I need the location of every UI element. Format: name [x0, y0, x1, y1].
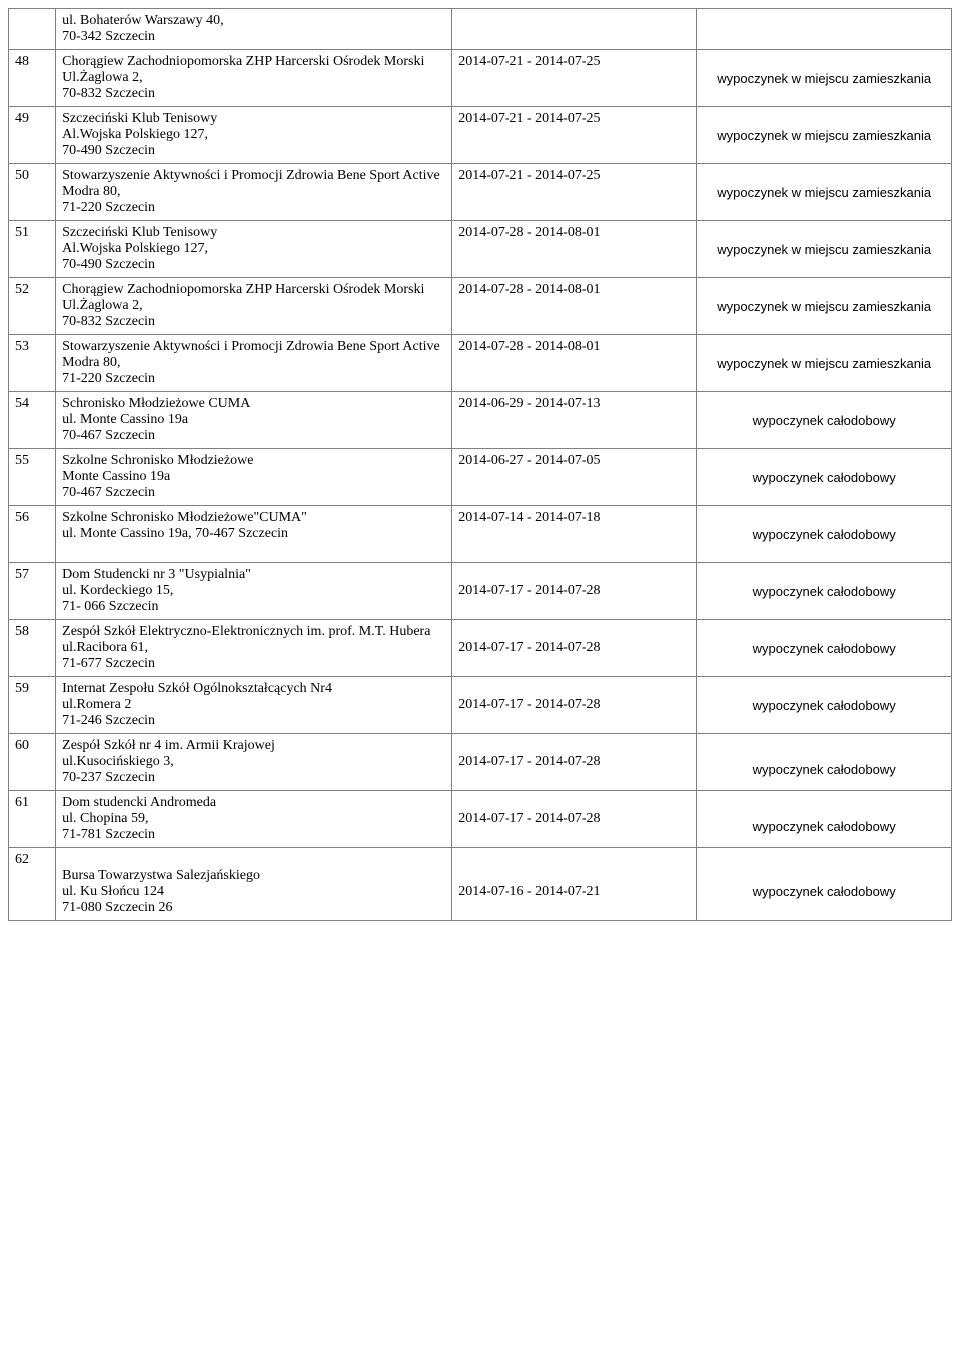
row-number: 54 — [9, 392, 56, 449]
recreation-type-cell: wypoczynek całodobowy — [697, 506, 952, 563]
row-number: 49 — [9, 107, 56, 164]
organization-cell: Szczeciński Klub Tenisowy Al.Wojska Pols… — [56, 107, 452, 164]
row-number: 62 — [9, 848, 56, 921]
row-number — [9, 9, 56, 50]
table-row: 57Dom Studencki nr 3 "Usypialnia" ul. Ko… — [9, 563, 952, 620]
recreation-type-cell: wypoczynek całodobowy — [697, 620, 952, 677]
table-row: ul. Bohaterów Warszawy 40, 70-342 Szczec… — [9, 9, 952, 50]
date-range-cell: 2014-07-16 - 2014-07-21 — [452, 848, 697, 921]
organization-cell: Chorągiew Zachodniopomorska ZHP Harcersk… — [56, 50, 452, 107]
table-row: 51Szczeciński Klub Tenisowy Al.Wojska Po… — [9, 221, 952, 278]
table-row: 60Zespół Szkół nr 4 im. Armii Krajowej u… — [9, 734, 952, 791]
row-number: 52 — [9, 278, 56, 335]
table-row: 56Szkolne Schronisko Młodzieżowe"CUMA" u… — [9, 506, 952, 563]
organization-cell: Zespół Szkół Elektryczno-Elektronicznych… — [56, 620, 452, 677]
date-range-cell: 2014-06-27 - 2014-07-05 — [452, 449, 697, 506]
date-range-cell: 2014-07-28 - 2014-08-01 — [452, 278, 697, 335]
date-range-cell — [452, 9, 697, 50]
row-number: 50 — [9, 164, 56, 221]
recreation-type-cell: wypoczynek całodobowy — [697, 734, 952, 791]
organization-cell: Stowarzyszenie Aktywności i Promocji Zdr… — [56, 335, 452, 392]
table-row: 50Stowarzyszenie Aktywności i Promocji Z… — [9, 164, 952, 221]
row-number: 57 — [9, 563, 56, 620]
row-number: 56 — [9, 506, 56, 563]
organization-cell: Chorągiew Zachodniopomorska ZHP Harcersk… — [56, 278, 452, 335]
organization-cell: Szkolne Schronisko Młodzieżowe"CUMA" ul.… — [56, 506, 452, 563]
row-number: 51 — [9, 221, 56, 278]
date-range-cell: 2014-07-17 - 2014-07-28 — [452, 677, 697, 734]
recreation-type-cell: wypoczynek w miejscu zamieszkania — [697, 221, 952, 278]
organization-cell: Dom Studencki nr 3 "Usypialnia" ul. Kord… — [56, 563, 452, 620]
recreation-type-cell: wypoczynek w miejscu zamieszkania — [697, 164, 952, 221]
date-range-cell: 2014-07-21 - 2014-07-25 — [452, 164, 697, 221]
schedule-table: ul. Bohaterów Warszawy 40, 70-342 Szczec… — [8, 8, 952, 921]
date-range-cell: 2014-07-17 - 2014-07-28 — [452, 563, 697, 620]
row-number: 55 — [9, 449, 56, 506]
date-range-cell: 2014-06-29 - 2014-07-13 — [452, 392, 697, 449]
row-number: 58 — [9, 620, 56, 677]
table-row: 49Szczeciński Klub Tenisowy Al.Wojska Po… — [9, 107, 952, 164]
date-range-cell: 2014-07-28 - 2014-08-01 — [452, 221, 697, 278]
recreation-type-cell: wypoczynek całodobowy — [697, 563, 952, 620]
date-range-cell: 2014-07-17 - 2014-07-28 — [452, 791, 697, 848]
table-row: 52Chorągiew Zachodniopomorska ZHP Harcer… — [9, 278, 952, 335]
organization-cell: Internat Zespołu Szkół Ogólnokształcącyc… — [56, 677, 452, 734]
recreation-type-cell: wypoczynek w miejscu zamieszkania — [697, 107, 952, 164]
recreation-type-cell: wypoczynek całodobowy — [697, 392, 952, 449]
organization-cell: Stowarzyszenie Aktywności i Promocji Zdr… — [56, 164, 452, 221]
table-row: 61Dom studencki Andromeda ul. Chopina 59… — [9, 791, 952, 848]
date-range-cell: 2014-07-14 - 2014-07-18 — [452, 506, 697, 563]
organization-cell: Zespół Szkół nr 4 im. Armii Krajowej ul.… — [56, 734, 452, 791]
row-number: 60 — [9, 734, 56, 791]
row-number: 48 — [9, 50, 56, 107]
recreation-type-cell: wypoczynek całodobowy — [697, 449, 952, 506]
organization-cell: Bursa Towarzystwa Salezjańskiego ul. Ku … — [56, 848, 452, 921]
organization-cell: Dom studencki Andromeda ul. Chopina 59, … — [56, 791, 452, 848]
recreation-type-cell: wypoczynek całodobowy — [697, 848, 952, 921]
recreation-type-cell: wypoczynek w miejscu zamieszkania — [697, 278, 952, 335]
organization-cell: ul. Bohaterów Warszawy 40, 70-342 Szczec… — [56, 9, 452, 50]
recreation-type-cell: wypoczynek w miejscu zamieszkania — [697, 50, 952, 107]
recreation-type-cell: wypoczynek w miejscu zamieszkania — [697, 335, 952, 392]
date-range-cell: 2014-07-17 - 2014-07-28 — [452, 734, 697, 791]
organization-cell: Schronisko Młodzieżowe CUMA ul. Monte Ca… — [56, 392, 452, 449]
row-number: 53 — [9, 335, 56, 392]
date-range-cell: 2014-07-28 - 2014-08-01 — [452, 335, 697, 392]
table-row: 55Szkolne Schronisko Młodzieżowe Monte C… — [9, 449, 952, 506]
recreation-type-cell: wypoczynek całodobowy — [697, 791, 952, 848]
table-row: 59Internat Zespołu Szkół Ogólnokształcąc… — [9, 677, 952, 734]
recreation-type-cell: wypoczynek całodobowy — [697, 677, 952, 734]
table-row: 53Stowarzyszenie Aktywności i Promocji Z… — [9, 335, 952, 392]
table-row: 62 Bursa Towarzystwa Salezjańskiego ul. … — [9, 848, 952, 921]
organization-cell: Szczeciński Klub Tenisowy Al.Wojska Pols… — [56, 221, 452, 278]
table-row: 58Zespół Szkół Elektryczno-Elektroniczny… — [9, 620, 952, 677]
recreation-type-cell — [697, 9, 952, 50]
date-range-cell: 2014-07-17 - 2014-07-28 — [452, 620, 697, 677]
table-row: 54Schronisko Młodzieżowe CUMA ul. Monte … — [9, 392, 952, 449]
table-row: 48Chorągiew Zachodniopomorska ZHP Harcer… — [9, 50, 952, 107]
date-range-cell: 2014-07-21 - 2014-07-25 — [452, 50, 697, 107]
date-range-cell: 2014-07-21 - 2014-07-25 — [452, 107, 697, 164]
organization-cell: Szkolne Schronisko Młodzieżowe Monte Cas… — [56, 449, 452, 506]
row-number: 59 — [9, 677, 56, 734]
row-number: 61 — [9, 791, 56, 848]
